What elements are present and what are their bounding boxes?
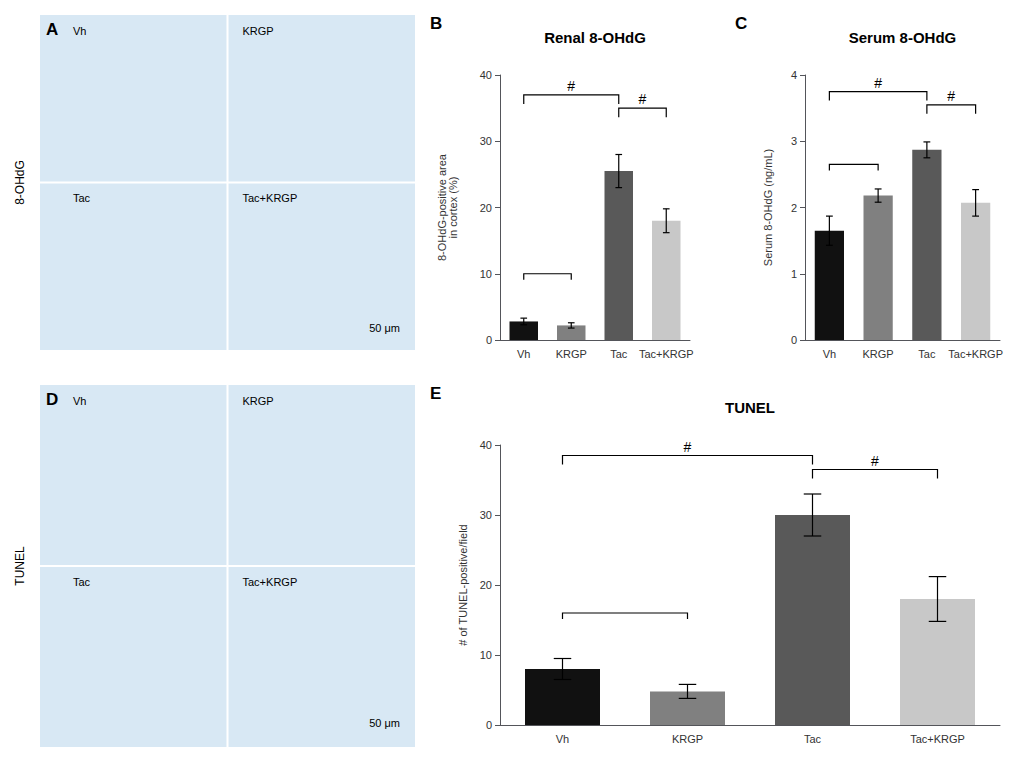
- svg-text:Serum 8-OHdG (ng/mL): Serum 8-OHdG (ng/mL): [762, 149, 774, 266]
- svg-text:10: 10: [480, 649, 492, 661]
- svg-text:50 μm: 50 μm: [369, 322, 400, 334]
- svg-text:0: 0: [486, 719, 492, 731]
- svg-text:4: 4: [791, 69, 797, 81]
- svg-text:#: #: [874, 75, 882, 91]
- svg-text:0: 0: [791, 334, 797, 346]
- svg-text:Tac+KRGP: Tac+KRGP: [243, 192, 298, 204]
- svg-text:30: 30: [480, 135, 492, 147]
- svg-text:Serum 8-OHdG: Serum 8-OHdG: [849, 29, 957, 46]
- svg-text:#: #: [684, 439, 692, 455]
- svg-text:A: A: [46, 20, 58, 39]
- svg-text:E: E: [430, 384, 441, 403]
- svg-text:40: 40: [480, 439, 492, 451]
- svg-text:D: D: [46, 390, 58, 409]
- svg-text:8-OHdG-positive area: 8-OHdG-positive area: [435, 154, 448, 261]
- svg-text:in cortex (%): in cortex (%): [447, 177, 459, 239]
- svg-text:Tac: Tac: [804, 733, 822, 745]
- svg-text:Tac+KRGP: Tac+KRGP: [243, 576, 298, 588]
- svg-text:30: 30: [480, 509, 492, 521]
- svg-text:3: 3: [791, 135, 797, 147]
- svg-text:TUNEL: TUNEL: [725, 399, 775, 416]
- svg-text:Renal 8-OHdG: Renal 8-OHdG: [544, 29, 646, 46]
- svg-text:Vh: Vh: [556, 733, 569, 745]
- svg-text:KRGP: KRGP: [863, 348, 894, 360]
- svg-text:Vh: Vh: [73, 25, 86, 37]
- svg-text:C: C: [735, 14, 747, 33]
- svg-text:50 μm: 50 μm: [369, 717, 400, 729]
- svg-text:Tac+KRGP: Tac+KRGP: [639, 348, 694, 360]
- svg-text:Vh: Vh: [73, 395, 86, 407]
- svg-text:Tac+KRGP: Tac+KRGP: [910, 733, 965, 745]
- svg-text:20: 20: [480, 579, 492, 591]
- svg-text:#: #: [947, 88, 955, 104]
- svg-text:1: 1: [791, 268, 797, 280]
- svg-text:KRGP: KRGP: [672, 733, 703, 745]
- svg-text:Tac: Tac: [73, 576, 91, 588]
- svg-text:Tac: Tac: [610, 348, 628, 360]
- svg-text:TUNEL: TUNEL: [13, 546, 27, 586]
- svg-text:KRGP: KRGP: [243, 395, 274, 407]
- svg-text:B: B: [430, 14, 442, 33]
- svg-text:10: 10: [480, 268, 492, 280]
- svg-text:#: #: [567, 78, 575, 94]
- svg-text:8-OHdG: 8-OHdG: [13, 160, 27, 205]
- svg-text:Vh: Vh: [823, 348, 836, 360]
- svg-text:2: 2: [791, 202, 797, 214]
- svg-text:#: #: [639, 91, 647, 107]
- svg-text:Vh: Vh: [517, 348, 530, 360]
- svg-text:Tac: Tac: [918, 348, 936, 360]
- svg-text:20: 20: [480, 202, 492, 214]
- svg-text:#: #: [871, 453, 879, 469]
- svg-text:Tac: Tac: [73, 192, 91, 204]
- svg-text:Tac+KRGP: Tac+KRGP: [948, 348, 1003, 360]
- svg-text:KRGP: KRGP: [556, 348, 587, 360]
- svg-text:# of TUNEL-positive/field: # of TUNEL-positive/field: [457, 524, 469, 645]
- svg-text:KRGP: KRGP: [243, 25, 274, 37]
- svg-text:40: 40: [480, 69, 492, 81]
- svg-text:0: 0: [486, 334, 492, 346]
